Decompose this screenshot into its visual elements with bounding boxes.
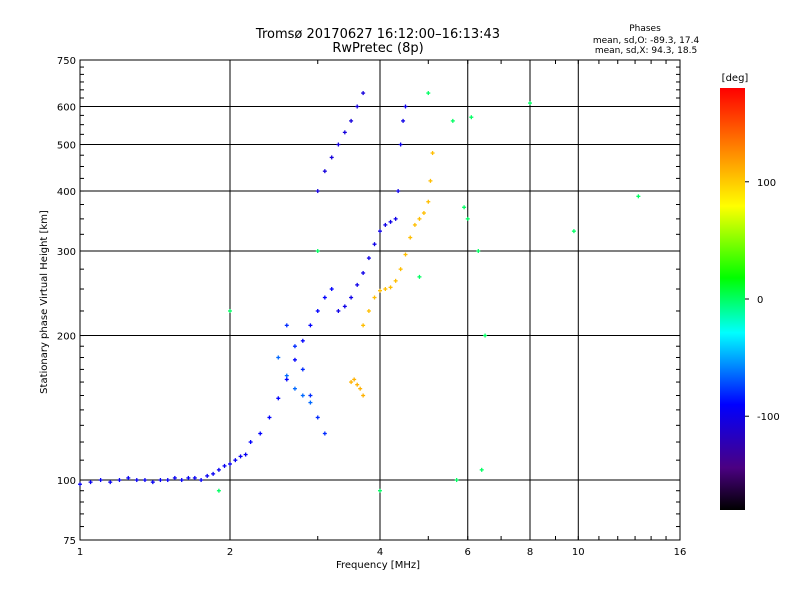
y-tick-label: 600 xyxy=(57,103,76,114)
colorbar-label: [deg] xyxy=(722,73,749,84)
x-axis: 1 2 4 6 8 10 16 xyxy=(77,547,687,558)
x-axis-label: Frequency [MHz] xyxy=(336,560,420,571)
chart-title: Tromsø 20170627 16:12:00–16:13:43 xyxy=(255,27,500,42)
y-tick-label: 400 xyxy=(57,187,76,198)
y-tick-label: 75 xyxy=(63,536,76,547)
y-tick-label: 200 xyxy=(57,332,76,343)
colorbar-tick-label: 0 xyxy=(757,295,763,306)
colorbar-tick-label: -100 xyxy=(757,412,780,423)
y-tick-label: 100 xyxy=(57,476,76,487)
colorbar xyxy=(720,88,745,510)
legend-x-stats: mean, sd,X: 94.3, 18.5 xyxy=(595,46,697,56)
data-points xyxy=(78,91,641,493)
x-tick-label: 1 xyxy=(77,547,83,558)
x-tick-label: 16 xyxy=(674,547,687,558)
colorbar-ticks: 100 0 -100 xyxy=(745,178,780,423)
legend-o-stats: mean, sd,O: -89.3, 17.4 xyxy=(593,36,700,46)
y-tick-label: 750 xyxy=(57,56,76,67)
x-tick-label: 10 xyxy=(572,547,585,558)
grid xyxy=(79,59,681,541)
y-tick-label: 300 xyxy=(57,247,76,258)
x-tick-label: 6 xyxy=(465,547,471,558)
y-tick-label: 500 xyxy=(57,141,76,152)
y-axis-label: Stationary phase Virtual Height [km] xyxy=(39,210,50,394)
chart-subtitle: RwPretec (8p) xyxy=(332,41,423,56)
x-tick-label: 8 xyxy=(527,547,533,558)
legend-title: Phases xyxy=(629,24,661,34)
y-axis: 75 100 200 300 400 500 600 750 xyxy=(57,56,76,547)
x-tick-label: 2 xyxy=(227,547,233,558)
colorbar-tick-label: 100 xyxy=(757,178,776,189)
x-tick-label: 4 xyxy=(377,547,383,558)
